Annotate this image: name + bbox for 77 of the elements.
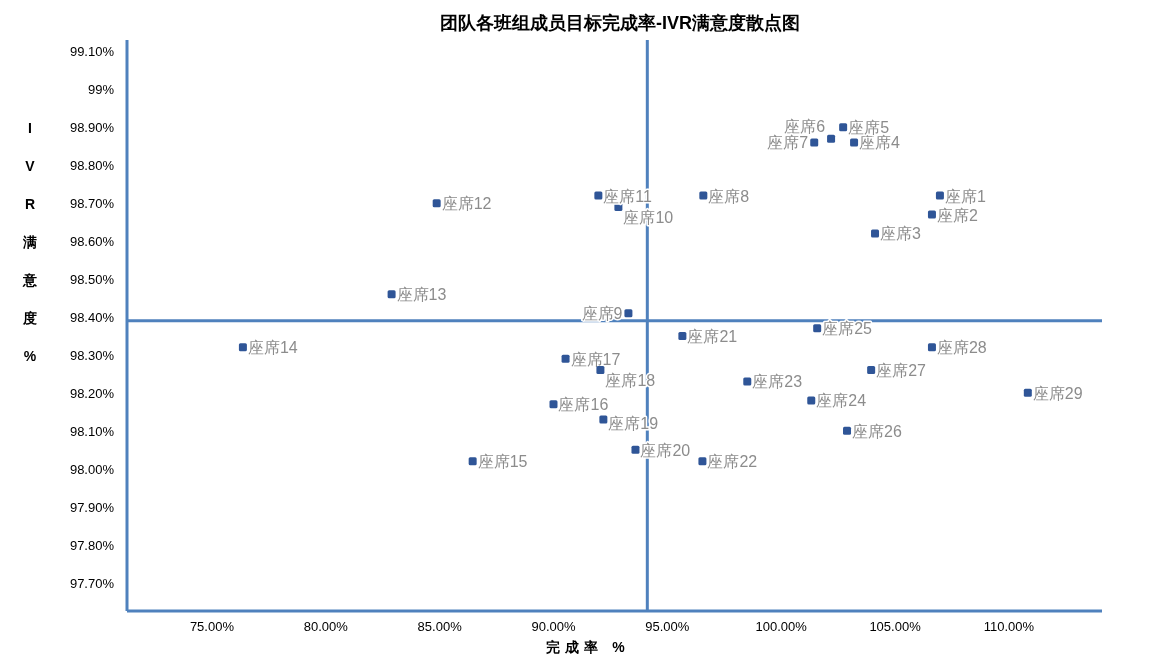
- x-tick-label: 80.00%: [303, 619, 349, 634]
- data-label: 座席27: [876, 362, 927, 380]
- data-label: 座席16: [558, 396, 609, 414]
- data-label: 座席1: [944, 187, 986, 205]
- point: [387, 290, 396, 299]
- point: [807, 396, 816, 405]
- point: [699, 191, 708, 200]
- point: [927, 210, 936, 219]
- text: IVR满意度%: [23, 120, 37, 364]
- data-label: 座席2: [936, 206, 978, 224]
- y-tick-label: 97.90%: [69, 499, 115, 515]
- data-label: 座席25: [822, 320, 873, 338]
- y-tick-label: 99.10%: [69, 44, 115, 60]
- point: [935, 191, 944, 200]
- point: [549, 400, 558, 409]
- x-tick-label: 105.00%: [869, 619, 922, 634]
- y-tick-label: 98.00%: [69, 461, 115, 477]
- point: [432, 199, 441, 208]
- point: [594, 191, 603, 200]
- y-tick-label: 98.20%: [69, 385, 115, 401]
- y-tick-label: 97.80%: [69, 537, 115, 553]
- y-tick-label: 98.80%: [69, 158, 115, 174]
- point: [599, 415, 608, 424]
- x-tick-label: 90.00%: [531, 619, 576, 634]
- point: [867, 366, 876, 375]
- chart-title: 团队各班组成员目标完成率-IVR满意度散点图: [440, 13, 800, 33]
- data-label: 座席17: [570, 350, 621, 368]
- x-tick-label: 95.00%: [645, 619, 690, 634]
- point: [827, 134, 836, 143]
- point: [678, 331, 687, 340]
- data-label: 座席29: [1032, 384, 1083, 402]
- data-label: 座席9: [581, 305, 623, 323]
- data-label: 座席14: [247, 339, 298, 357]
- point: [561, 354, 570, 363]
- data-label: 座席15: [477, 453, 528, 471]
- data-label: 座席7: [767, 134, 809, 152]
- y-tick-label: 98.40%: [69, 309, 115, 325]
- x-tick-label: 100.00%: [755, 619, 808, 634]
- y-tick-label: 98.70%: [69, 196, 115, 212]
- y-tick-label: 98.10%: [69, 423, 115, 439]
- point: [238, 343, 247, 352]
- y-tick-label: 98.30%: [69, 347, 115, 363]
- data-label: 座席26: [852, 422, 902, 440]
- point: [596, 366, 605, 375]
- y-tick-label: 98.60%: [69, 234, 115, 250]
- data-label: 座席3: [880, 225, 922, 243]
- data-label: 座席21: [687, 327, 738, 345]
- y-tick-label: 97.70%: [69, 575, 115, 591]
- point: [698, 457, 707, 466]
- y-tick-label: 98.50%: [69, 272, 115, 288]
- point: [810, 138, 819, 147]
- data-label: 座席23: [752, 373, 803, 391]
- y-tick-label: 99%: [87, 82, 115, 98]
- point: [850, 138, 859, 147]
- x-axis-title: 完成率 %: [546, 639, 630, 655]
- data-label: 座席13: [396, 286, 447, 304]
- point: [813, 324, 822, 333]
- y-tick-label: 98.90%: [69, 120, 115, 136]
- x-tick-label: 75.00%: [189, 619, 235, 634]
- point: [927, 343, 936, 352]
- data-label: 座席28: [936, 339, 987, 357]
- point: [743, 377, 752, 386]
- point: [468, 457, 477, 466]
- point: [624, 309, 633, 318]
- point: [843, 426, 852, 435]
- point: [839, 123, 848, 132]
- data-label: 座席6: [784, 117, 826, 135]
- x-tick-label: 85.00%: [417, 619, 463, 634]
- point: [1023, 388, 1032, 397]
- point: [871, 229, 880, 238]
- data-label: 座席12: [441, 195, 492, 213]
- x-tick-label: 110.00%: [983, 619, 1035, 634]
- data-label: 座席8: [708, 187, 750, 205]
- point: [631, 445, 640, 454]
- data-label: 座席24: [816, 392, 867, 410]
- data-label: 座席4: [859, 134, 901, 152]
- data-label: 座席22: [707, 453, 758, 471]
